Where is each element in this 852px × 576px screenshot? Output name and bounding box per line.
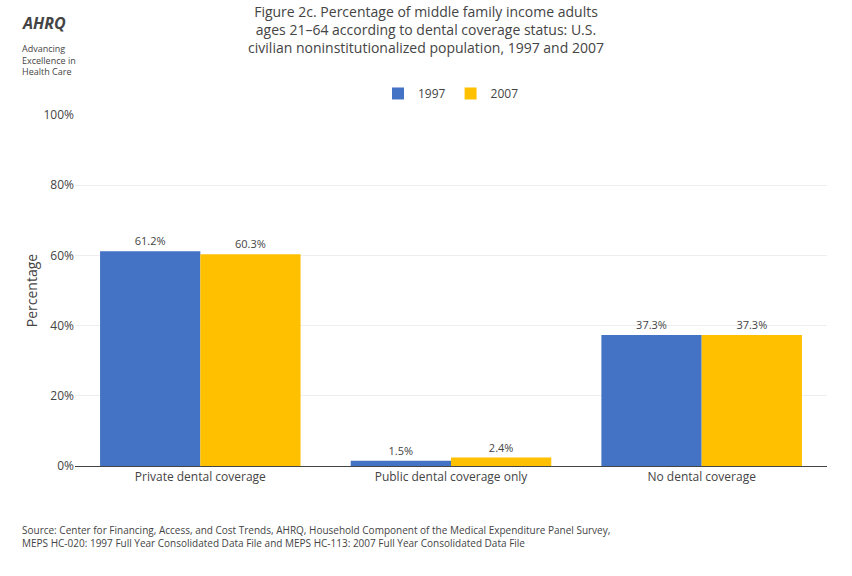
svg-text:60.3%: 60.3% bbox=[235, 236, 266, 251]
svg-text:AHRQ: AHRQ bbox=[22, 12, 66, 34]
svg-text:100%: 100% bbox=[43, 106, 74, 123]
svg-text:Private dental coverage: Private dental coverage bbox=[135, 468, 266, 485]
svg-text:Public dental coverage only: Public dental coverage only bbox=[375, 468, 529, 485]
svg-text:1997: 1997 bbox=[418, 85, 446, 102]
svg-text:61.2%: 61.2% bbox=[135, 233, 166, 248]
svg-text:No dental coverage: No dental coverage bbox=[647, 468, 756, 485]
svg-text:60%: 60% bbox=[50, 247, 74, 264]
svg-text:AdvancingExcellence inHealth C: AdvancingExcellence inHealth Care bbox=[22, 42, 76, 78]
svg-text:2.4%: 2.4% bbox=[489, 440, 514, 455]
svg-text:80%: 80% bbox=[50, 176, 74, 193]
svg-text:1.5%: 1.5% bbox=[389, 443, 414, 458]
svg-text:Figure 2c. Percentage of middl: Figure 2c. Percentage of middle family i… bbox=[248, 2, 604, 57]
svg-text:37.3%: 37.3% bbox=[636, 317, 667, 332]
svg-text:37.3%: 37.3% bbox=[736, 317, 767, 332]
svg-text:20%: 20% bbox=[50, 387, 74, 404]
svg-text:2007: 2007 bbox=[491, 85, 519, 102]
svg-text:0%: 0% bbox=[57, 457, 74, 474]
svg-text:Source: Center for Financing,: Source: Center for Financing, Access, an… bbox=[22, 523, 610, 550]
svg-text:40%: 40% bbox=[50, 317, 74, 334]
svg-text:Percentage: Percentage bbox=[22, 254, 41, 328]
